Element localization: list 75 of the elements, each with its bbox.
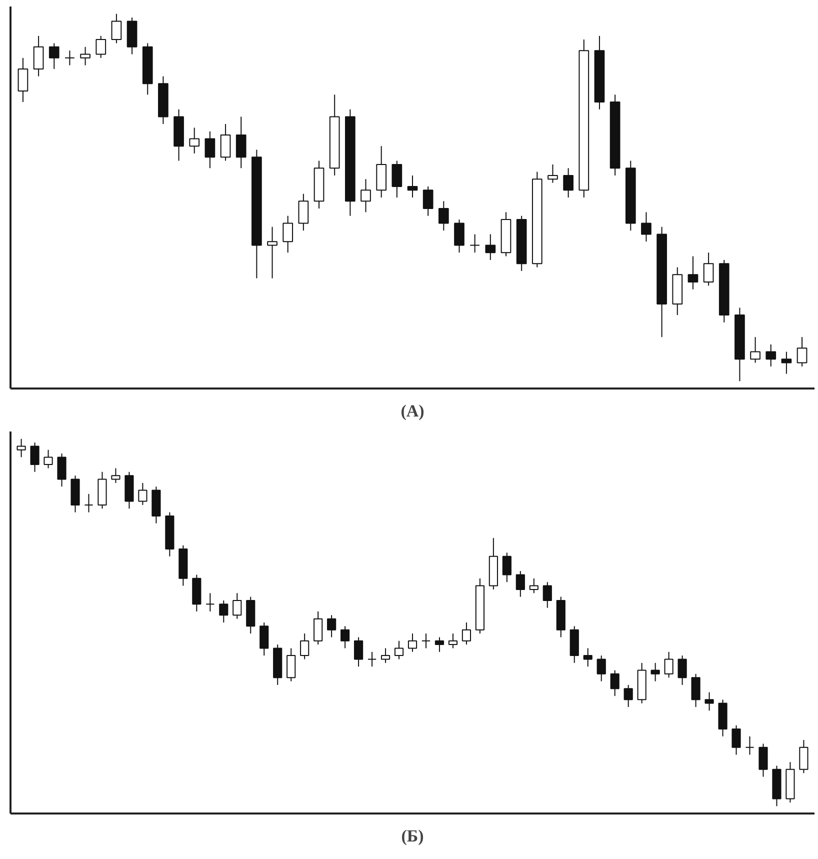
candlestick <box>33 35 44 77</box>
candlestick <box>96 35 106 58</box>
candlestick <box>462 622 472 646</box>
text: (А) <box>400 402 424 420</box>
candlestick <box>650 662 660 682</box>
candlestick <box>111 468 120 484</box>
candlestick <box>563 168 574 198</box>
candlestick <box>300 633 310 660</box>
candlestick <box>688 256 698 290</box>
candlestick <box>327 614 336 638</box>
candlestick <box>18 57 28 102</box>
candlestick <box>448 633 458 649</box>
candlestick <box>703 252 714 286</box>
candlestick <box>691 673 700 708</box>
candlestick <box>610 670 620 696</box>
candlestick <box>766 344 776 367</box>
candlestick <box>548 164 558 184</box>
candlestick <box>758 743 768 778</box>
candlestick <box>407 174 418 198</box>
candlestick <box>392 160 402 198</box>
candlestick <box>314 610 323 646</box>
candlestick <box>48 42 60 70</box>
candlestick <box>354 636 364 668</box>
candlestick <box>799 740 808 774</box>
candlestick <box>516 570 525 598</box>
candlestick <box>64 50 75 66</box>
candlestick <box>189 127 200 154</box>
candlestick <box>380 648 390 664</box>
candlestick <box>367 651 377 668</box>
candlestick <box>80 46 90 66</box>
candlestick <box>394 640 404 660</box>
candlestick <box>434 636 444 652</box>
candlestick <box>298 193 309 232</box>
candlestick <box>502 552 512 583</box>
candlestick <box>206 592 215 612</box>
candlestick <box>470 234 480 254</box>
candlestick <box>422 186 434 216</box>
candlestick <box>624 684 633 708</box>
candlestick <box>138 482 148 506</box>
candlestick <box>44 449 53 469</box>
candlestick <box>781 351 792 374</box>
candlestick <box>745 736 754 756</box>
candlestick <box>664 651 674 678</box>
candlestick <box>408 633 418 652</box>
candlestick <box>111 13 122 44</box>
text: (Б) <box>401 826 424 846</box>
candlestick <box>340 626 350 649</box>
candlestick <box>796 336 808 367</box>
candlestick <box>641 212 652 242</box>
candlestick <box>260 622 269 656</box>
candlestick <box>454 219 464 254</box>
candlestick <box>57 453 66 488</box>
candlestick <box>485 234 496 260</box>
candlestick <box>438 200 449 232</box>
candlestick <box>704 692 714 712</box>
candlestick <box>204 130 216 169</box>
candlestick <box>542 582 552 608</box>
candlestick <box>84 493 94 513</box>
candlestick <box>360 178 371 213</box>
candlestick <box>220 124 231 162</box>
candlestick <box>232 592 242 620</box>
candlestick <box>750 336 760 364</box>
candlestick <box>267 226 278 279</box>
candlestick <box>236 116 246 169</box>
candlestick <box>678 655 687 686</box>
candlestick <box>421 633 431 649</box>
candlestick <box>596 655 606 682</box>
candlestick <box>219 600 228 623</box>
candlestick <box>583 648 592 668</box>
candlestick <box>282 215 294 254</box>
candlestick <box>30 442 40 472</box>
candlestick <box>16 438 26 458</box>
candlestick <box>529 578 538 594</box>
candlestick <box>732 724 741 756</box>
candlestick <box>286 648 296 682</box>
